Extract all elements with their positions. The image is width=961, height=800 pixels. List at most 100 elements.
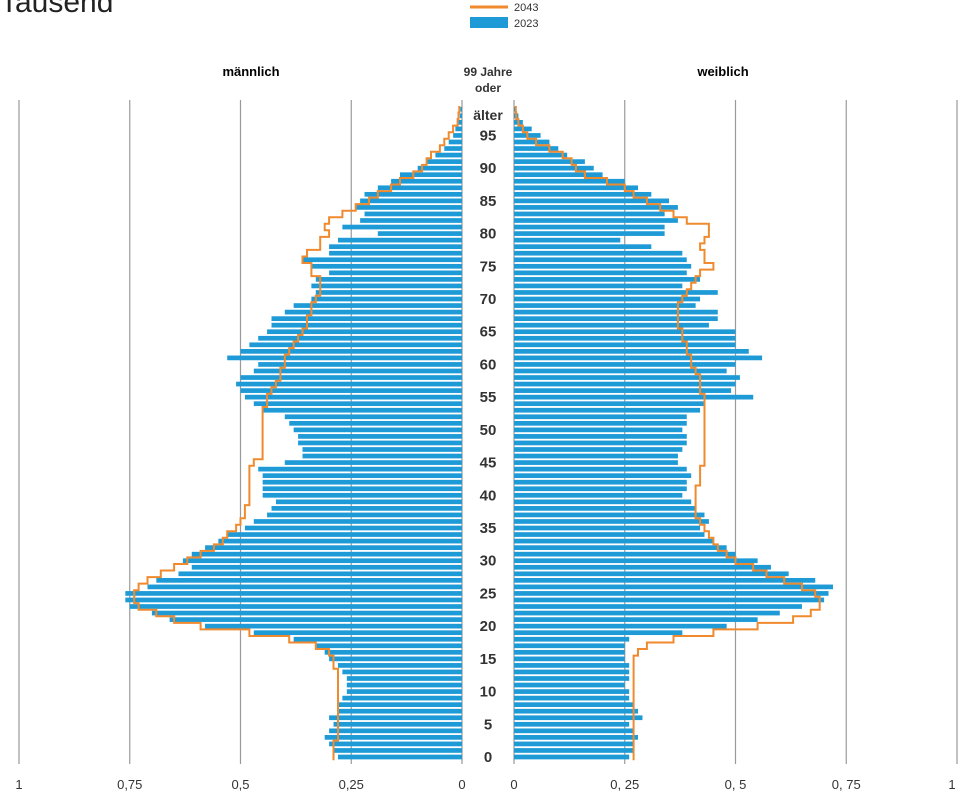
bar-female-age-38	[514, 506, 696, 511]
x-tick-female-4: 1	[948, 777, 955, 792]
bar-female-age-70	[514, 296, 701, 302]
bar-male-age-17	[315, 643, 462, 649]
bar-female-age-86	[514, 191, 652, 197]
bar-female-age-85	[514, 198, 670, 204]
bar-female-age-10	[514, 689, 630, 694]
age-label-35: 35	[480, 520, 497, 537]
age-label-75: 75	[480, 258, 497, 275]
bar-female-age-82	[514, 218, 678, 223]
bar-male-age-35	[244, 525, 462, 531]
bar-female-age-46	[514, 453, 678, 459]
bar-male-age-11	[346, 682, 462, 688]
bar-female-age-16	[514, 649, 625, 655]
bar-male-age-45	[284, 460, 462, 465]
bar-female-age-51	[514, 420, 687, 426]
bar-male-age-20	[205, 623, 462, 629]
bar-female-age-68	[514, 309, 718, 315]
bar-male-age-88	[391, 178, 462, 184]
legend: 2043 2023	[470, 2, 538, 30]
bar-male-age-54	[253, 401, 462, 407]
bar-male-age-37	[267, 512, 462, 518]
bar-male-age-44	[258, 466, 462, 472]
bar-male-age-19	[253, 630, 462, 636]
bar-female-age-37	[514, 512, 705, 518]
bar-female-age-71	[514, 290, 718, 295]
bar-male-age-41	[262, 486, 462, 492]
bar-male-age-7	[337, 708, 462, 714]
age-label-50: 50	[480, 422, 497, 439]
bar-female-age-52	[514, 414, 687, 420]
bar-female-age-88	[514, 178, 625, 184]
bar-male-age-67	[271, 316, 462, 321]
bar-male-age-29	[191, 564, 462, 570]
bar-female-age-24	[514, 597, 825, 603]
bar-male-age-55	[244, 394, 462, 400]
bar-female-age-83	[514, 211, 665, 217]
bar-male-age-31	[191, 551, 462, 557]
bar-female-age-41	[514, 486, 687, 492]
bar-female-age-6	[514, 715, 643, 721]
bar-female-age-84	[514, 205, 678, 210]
bar-female-age-60	[514, 362, 736, 367]
age-label-90: 90	[480, 160, 497, 177]
bar-male-age-72	[311, 283, 462, 289]
bar-male-age-61	[227, 355, 462, 361]
bar-male-age-42	[262, 479, 462, 485]
legend-label-2043: 2043	[514, 2, 538, 14]
bar-female-age-9	[514, 695, 630, 701]
bar-male-age-40	[262, 492, 462, 498]
bar-female-age-61	[514, 355, 763, 361]
x-tick-female-2: 0, 5	[725, 777, 747, 792]
bar-female-age-22	[514, 610, 780, 616]
x-tick-female-0: 0	[510, 777, 517, 792]
bar-female-age-11	[514, 682, 625, 688]
bar-male-age-90	[417, 165, 462, 171]
bar-female-age-62	[514, 348, 749, 354]
bar-male-age-0	[337, 754, 462, 760]
bar-male-age-57	[236, 381, 462, 387]
bar-female-age-81	[514, 224, 665, 230]
bar-female-age-73	[514, 277, 701, 282]
bar-male-age-8	[337, 702, 462, 708]
bar-male-age-18	[293, 636, 462, 642]
bar-male-age-89	[399, 172, 462, 178]
bar-male-age-9	[342, 695, 462, 701]
bar-female-age-5	[514, 721, 630, 727]
female-panel-title: weiblich	[696, 64, 748, 79]
bar-male-age-26	[147, 584, 462, 590]
bar-male-age-92	[435, 152, 462, 158]
bar-male-age-25	[125, 591, 462, 596]
bar-male-age-36	[253, 519, 462, 524]
x-tick-male-0: 1	[15, 777, 22, 792]
bar-male-age-65	[267, 329, 462, 335]
x-tick-female-3: 0, 75	[832, 777, 861, 792]
bar-male-age-84	[355, 205, 462, 210]
bar-male-age-50	[293, 427, 462, 433]
bar-female-age-3	[514, 735, 639, 740]
bar-female-age-40	[514, 492, 683, 498]
bar-female-age-72	[514, 283, 683, 289]
bar-female-age-34	[514, 532, 705, 537]
age-label-95: 95	[480, 127, 497, 144]
bar-male-age-79	[337, 237, 462, 243]
bar-female-age-54	[514, 401, 705, 407]
bar-male-age-30	[182, 558, 462, 564]
bar-male-age-24	[125, 597, 462, 603]
bar-male-age-73	[315, 277, 462, 282]
bar-female-age-28	[514, 571, 789, 577]
bar-male-age-3	[324, 735, 462, 740]
bar-male-age-43	[262, 473, 462, 479]
bar-female-age-93	[514, 146, 559, 151]
age-label-60: 60	[480, 356, 497, 373]
bar-female-age-79	[514, 237, 621, 243]
x-tick-male-4: 0	[458, 777, 465, 792]
bar-female-age-49	[514, 434, 687, 439]
bar-male-age-94	[448, 139, 462, 145]
age-label-30: 30	[480, 553, 497, 570]
bar-female-age-36	[514, 519, 709, 524]
bar-male-age-56	[240, 388, 462, 393]
bar-male-age-22	[151, 610, 462, 616]
bar-male-age-68	[284, 309, 462, 315]
bar-female-age-2	[514, 741, 634, 747]
bar-male-age-14	[337, 663, 462, 668]
